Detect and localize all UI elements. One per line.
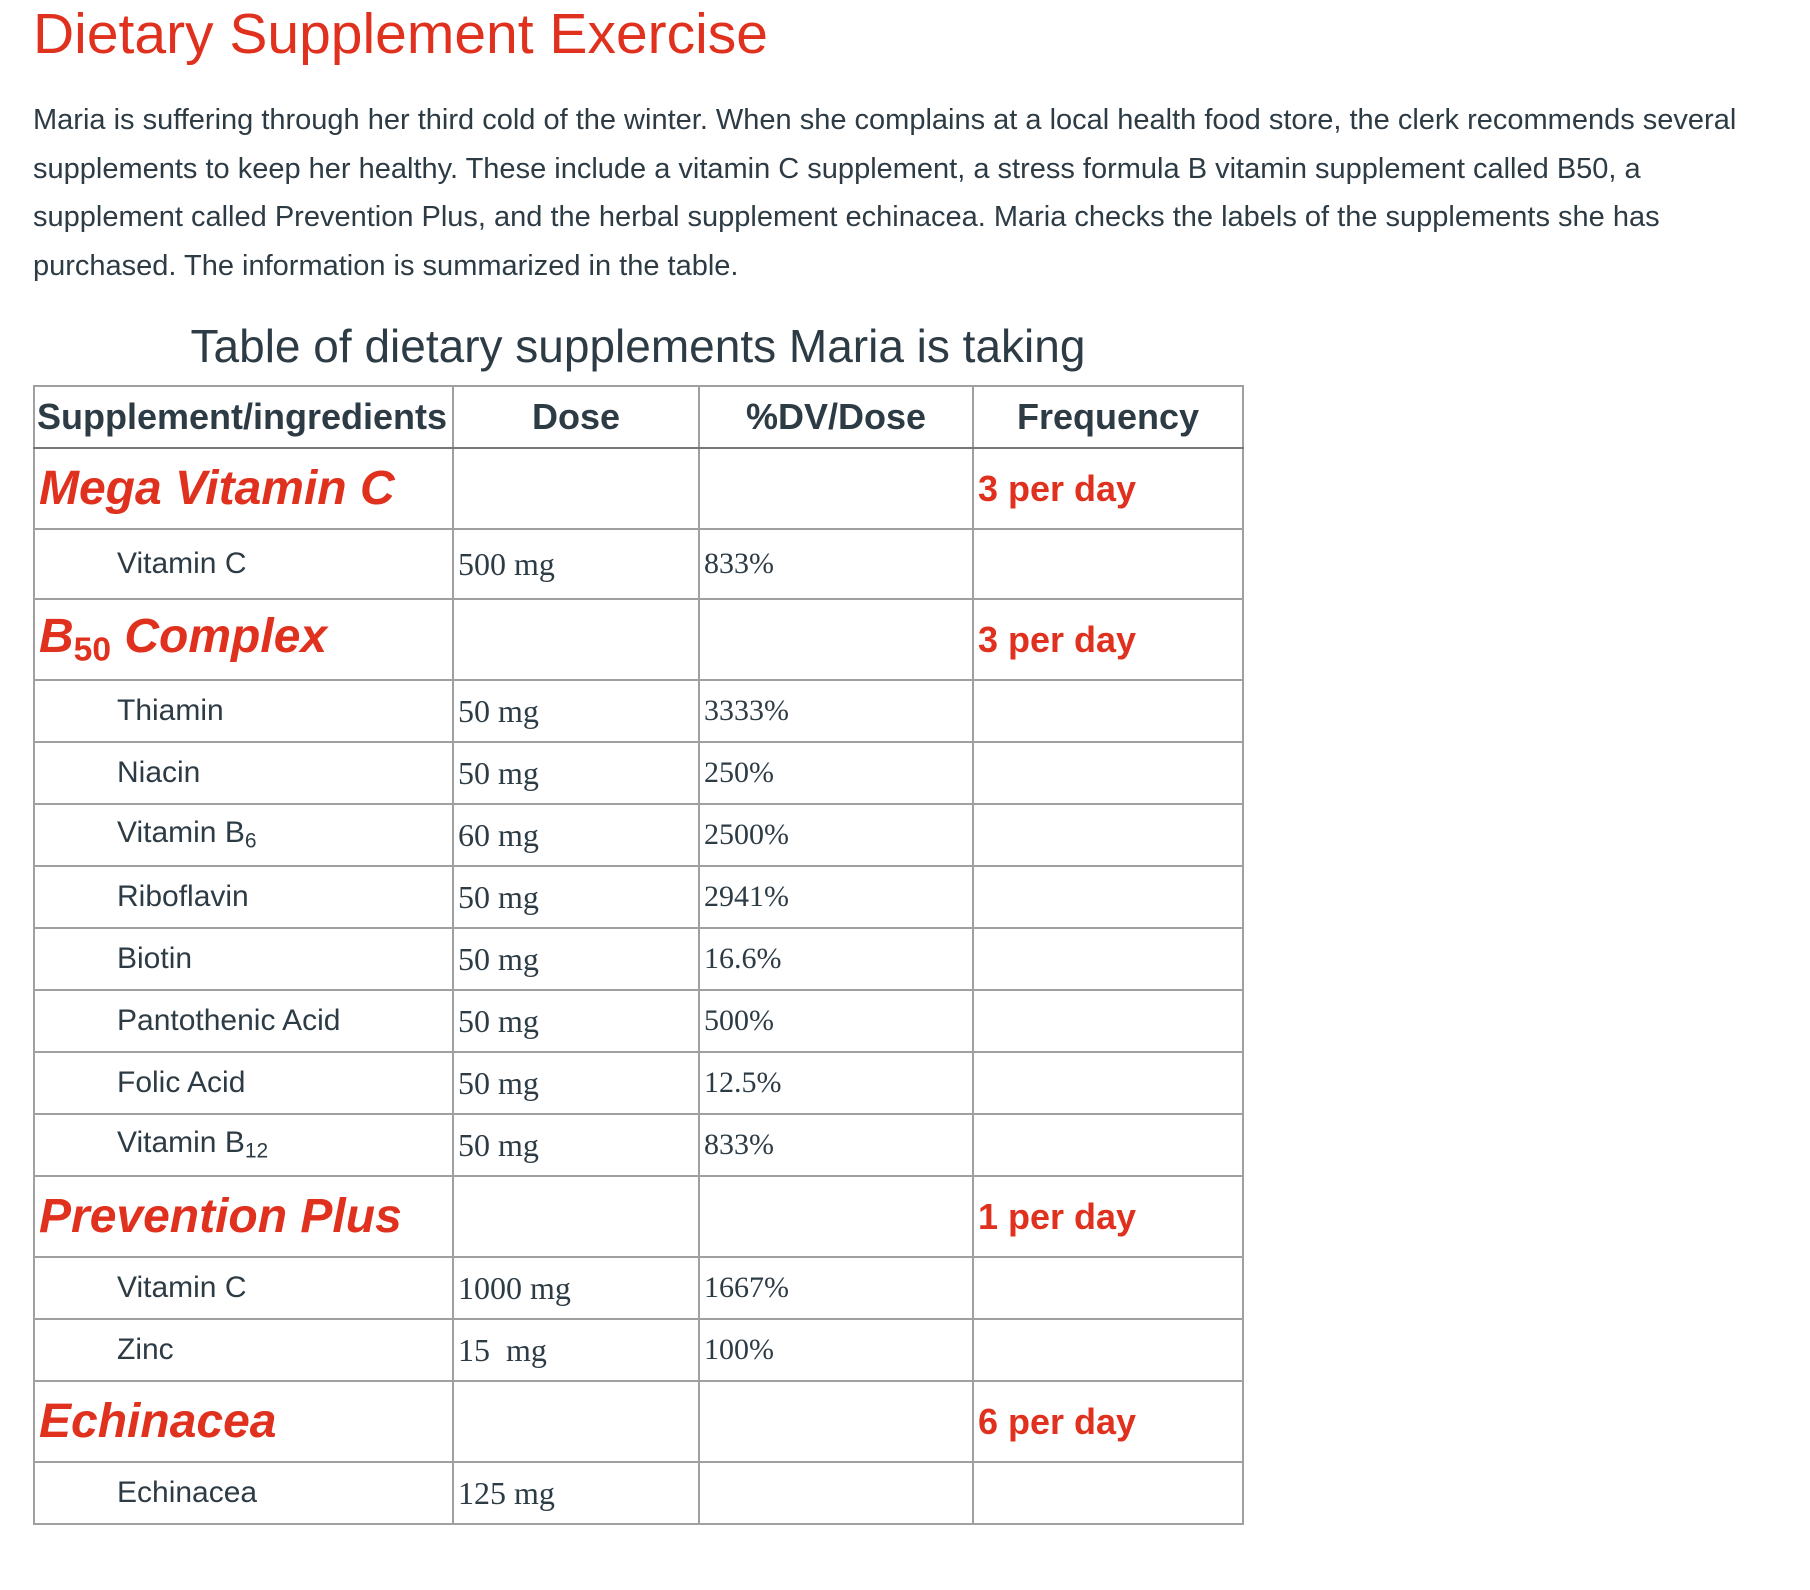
group-dose-cell (452, 1175, 700, 1258)
ingredient-dv: 16.6% (698, 927, 974, 991)
table-row: Folic Acid 50 mg 12.5% (33, 1051, 1244, 1115)
ingredient-frequency-cell (972, 1318, 1244, 1382)
ingredient-name: Vitamin C (33, 1256, 454, 1320)
table-header-row: Supplement/ingredients Dose %DV/Dose Fre… (33, 385, 1244, 449)
ingredient-frequency-cell (972, 1461, 1244, 1525)
group-name: B50 Complex (33, 598, 454, 681)
table-row: Thiamin 50 mg 3333% (33, 679, 1244, 743)
ingredient-frequency-cell (972, 803, 1244, 867)
ingredient-dose: 60 mg (452, 803, 700, 867)
ingredient-name: Vitamin B12 (33, 1113, 454, 1177)
group-row-mega-vitamin-c: Mega Vitamin C 3 per day (33, 447, 1244, 530)
header-supplement: Supplement/ingredients (33, 385, 454, 449)
ingredient-frequency-cell (972, 528, 1244, 600)
ingredient-dose: 50 mg (452, 741, 700, 805)
group-dv-cell (698, 598, 974, 681)
group-dv-cell (698, 1380, 974, 1463)
table-row: Pantothenic Acid 50 mg 500% (33, 989, 1244, 1053)
ingredient-frequency-cell (972, 679, 1244, 743)
ingredient-dose: 50 mg (452, 927, 700, 991)
page-title: Dietary Supplement Exercise (33, 2, 768, 66)
group-name-base: B (39, 610, 74, 664)
ingredient-dv: 1667% (698, 1256, 974, 1320)
group-row-echinacea: Echinacea 6 per day (33, 1380, 1244, 1463)
table-row: Vitamin C 1000 mg 1667% (33, 1256, 1244, 1320)
table-row: Biotin 50 mg 16.6% (33, 927, 1244, 991)
ingredient-dose: 50 mg (452, 865, 700, 929)
ingredient-dose: 15 mg (452, 1318, 700, 1382)
ingredient-dose: 500 mg (452, 528, 700, 600)
group-dose-cell (452, 1380, 700, 1463)
group-dv-cell (698, 1175, 974, 1258)
ingredient-dv (698, 1461, 974, 1525)
ingredient-name: Biotin (33, 927, 454, 991)
group-dv-cell (698, 447, 974, 530)
table-row: Vitamin C 500 mg 833% (33, 528, 1244, 600)
ingredient-dv: 833% (698, 528, 974, 600)
ingredient-dv: 2500% (698, 803, 974, 867)
ingredient-dv: 3333% (698, 679, 974, 743)
header-dv: %DV/Dose (698, 385, 974, 449)
group-frequency: 6 per day (972, 1380, 1244, 1463)
ingredient-dose: 50 mg (452, 1113, 700, 1177)
ingredient-frequency-cell (972, 1256, 1244, 1320)
intro-paragraph: Maria is suffering through her third col… (33, 104, 1737, 282)
table-row: Echinacea 125 mg (33, 1461, 1244, 1525)
group-name: Echinacea (33, 1380, 454, 1463)
ingredient-dose: 1000 mg (452, 1256, 700, 1320)
ingredient-name-base: Vitamin B (117, 1126, 245, 1160)
ingredient-frequency-cell (972, 865, 1244, 929)
ingredient-dose: 125 mg (452, 1461, 700, 1525)
group-frequency: 3 per day (972, 598, 1244, 681)
ingredient-name: Echinacea (33, 1461, 454, 1525)
ingredient-dv: 100% (698, 1318, 974, 1382)
table-row: Vitamin B6 60 mg 2500% (33, 803, 1244, 867)
supplements-table: Supplement/ingredients Dose %DV/Dose Fre… (33, 385, 1244, 1525)
table-row: Vitamin B12 50 mg 833% (33, 1113, 1244, 1177)
ingredient-frequency-cell (972, 1113, 1244, 1177)
group-row-b50-complex: B50 Complex 3 per day (33, 598, 1244, 681)
ingredient-name: Pantothenic Acid (33, 989, 454, 1053)
ingredient-frequency-cell (972, 989, 1244, 1053)
ingredient-dv: 12.5% (698, 1051, 974, 1115)
ingredient-name-base: Vitamin B (117, 816, 245, 850)
ingredient-name: Zinc (33, 1318, 454, 1382)
table-row: Niacin 50 mg 250% (33, 741, 1244, 805)
group-name-rest: Complex (111, 610, 328, 664)
group-dose-cell (452, 598, 700, 681)
ingredient-name: Thiamin (33, 679, 454, 743)
ingredient-name-subscript: 12 (244, 1139, 269, 1163)
ingredient-frequency-cell (972, 927, 1244, 991)
table-row: Zinc 15 mg 100% (33, 1318, 1244, 1382)
ingredient-dv: 833% (698, 1113, 974, 1177)
ingredient-name-subscript: 6 (244, 829, 257, 853)
ingredient-dv: 2941% (698, 865, 974, 929)
group-name-subscript: 50 (73, 631, 112, 669)
group-dose-cell (452, 447, 700, 530)
group-row-prevention-plus: Prevention Plus 1 per day (33, 1175, 1244, 1258)
ingredient-frequency-cell (972, 741, 1244, 805)
ingredient-dose: 50 mg (452, 989, 700, 1053)
group-frequency: 1 per day (972, 1175, 1244, 1258)
ingredient-name: Vitamin C (33, 528, 454, 600)
ingredient-dv: 250% (698, 741, 974, 805)
header-frequency: Frequency (972, 385, 1244, 449)
ingredient-dv: 500% (698, 989, 974, 1053)
header-dose: Dose (452, 385, 700, 449)
ingredient-dose: 50 mg (452, 679, 700, 743)
ingredient-dose: 50 mg (452, 1051, 700, 1115)
ingredient-name: Riboflavin (33, 865, 454, 929)
table-caption: Table of dietary supplements Maria is ta… (190, 320, 1086, 372)
ingredient-name: Niacin (33, 741, 454, 805)
table-row: Riboflavin 50 mg 2941% (33, 865, 1244, 929)
ingredient-name: Folic Acid (33, 1051, 454, 1115)
group-frequency: 3 per day (972, 447, 1244, 530)
ingredient-frequency-cell (972, 1051, 1244, 1115)
group-name: Mega Vitamin C (33, 447, 454, 530)
ingredient-name: Vitamin B6 (33, 803, 454, 867)
group-name: Prevention Plus (33, 1175, 454, 1258)
